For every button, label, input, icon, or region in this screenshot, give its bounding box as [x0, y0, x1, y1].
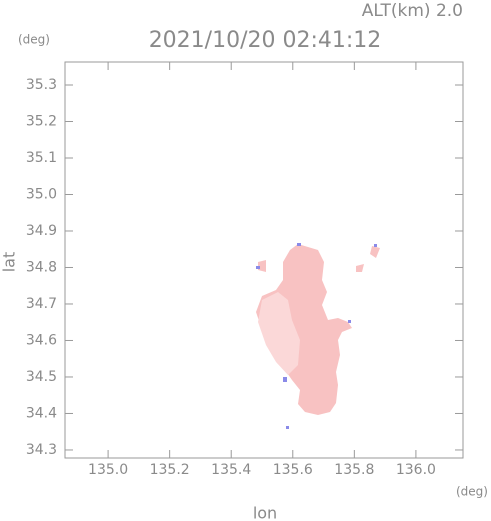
y-tick-label: 35.3	[26, 77, 57, 93]
x-tick-label: 135.6	[273, 462, 313, 478]
y-tick-label: 35.0	[26, 186, 57, 202]
y-tick-label: 34.7	[26, 296, 57, 312]
y-tick-label: 34.6	[26, 332, 57, 348]
x-unit: (deg)	[456, 485, 488, 499]
y-tick-label: 34.4	[26, 405, 57, 421]
y-tick-label: 35.1	[26, 150, 57, 166]
x-tick-label: 135.8	[334, 462, 374, 478]
y-axis-label: lat	[0, 252, 19, 273]
x-tick-label: 135.4	[211, 462, 251, 478]
echo-area	[256, 243, 380, 429]
x-tick-label: 135.2	[150, 462, 190, 478]
y-tick-label: 34.8	[26, 259, 57, 275]
x-tick-label: 135.0	[88, 462, 128, 478]
x-tick-label: 136.0	[396, 462, 436, 478]
altitude-label: ALT(km) 2.0	[362, 1, 463, 21]
y-tick-label: 35.2	[26, 113, 57, 129]
chart-title: 2021/10/20 02:41:12	[149, 28, 382, 53]
plot-frame	[64, 61, 464, 459]
x-axis-label: lon	[253, 504, 277, 521]
y-tick-label: 34.9	[26, 223, 57, 239]
y-unit: (deg)	[18, 33, 50, 47]
y-tick-label: 34.5	[26, 369, 57, 385]
y-tick-label: 34.3	[26, 442, 57, 458]
